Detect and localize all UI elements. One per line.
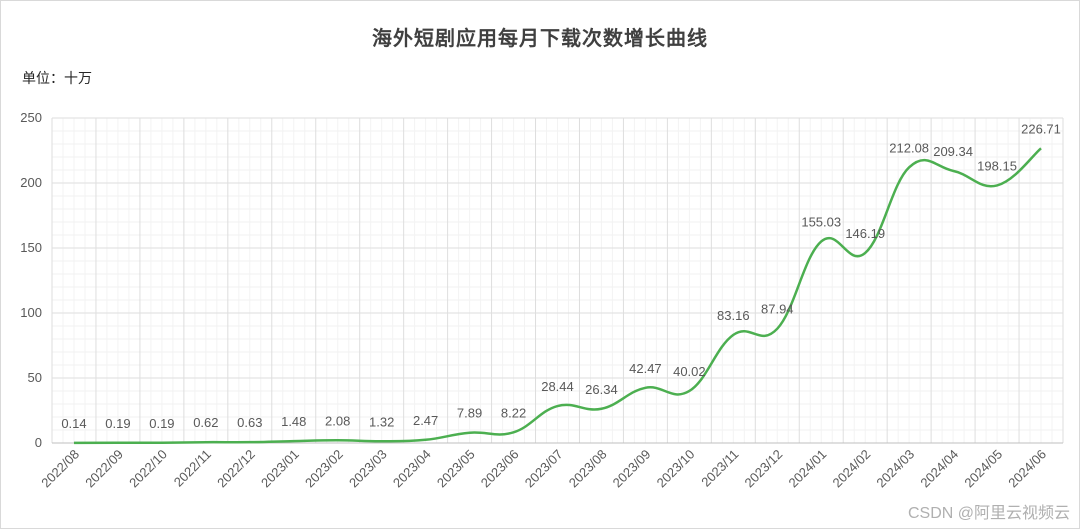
x-tick-label: 2023/09 (610, 447, 654, 491)
x-tick-label: 2024/02 (829, 447, 873, 491)
x-tick-label: 2023/12 (742, 447, 786, 491)
x-tick-label: 2023/11 (698, 447, 741, 490)
x-tick-label: 2024/03 (873, 447, 917, 491)
data-label: 8.22 (501, 405, 526, 420)
y-tick-label: 50 (28, 370, 42, 385)
x-tick-label: 2023/07 (522, 447, 566, 491)
data-label: 0.63 (237, 415, 262, 430)
data-label: 212.08 (889, 140, 929, 155)
y-tick-label: 100 (20, 305, 42, 320)
x-tick-label: 2022/11 (171, 447, 214, 490)
watermark: CSDN @阿里云视频云 (907, 505, 1070, 522)
x-tick-label: 2022/08 (38, 447, 82, 491)
data-label: 0.19 (149, 416, 174, 431)
x-tick-label: 2023/06 (478, 447, 522, 491)
x-tick-label: 2023/01 (258, 447, 302, 491)
data-label: 0.14 (61, 416, 86, 431)
x-tick-label: 2023/05 (434, 447, 478, 491)
data-label: 155.03 (801, 214, 841, 229)
data-label: 198.15 (977, 158, 1017, 173)
data-label: 83.16 (717, 308, 750, 323)
x-tick-label: 2024/06 (1005, 447, 1049, 491)
x-tick-label: 2023/02 (302, 447, 346, 491)
x-tick-label: 2022/12 (214, 447, 258, 491)
data-label: 26.34 (585, 382, 618, 397)
data-label: 1.48 (281, 414, 306, 429)
x-tick-label: 2022/09 (82, 447, 126, 491)
data-label: 40.02 (673, 364, 706, 379)
unit-label: 单位：十万 (22, 70, 92, 86)
x-tick-label: 2023/10 (654, 447, 698, 491)
x-tick-label: 2022/10 (126, 447, 170, 491)
x-tick-label: 2024/05 (961, 447, 1005, 491)
data-label: 28.44 (541, 379, 574, 394)
chart-title: 海外短剧应用每月下载次数增长曲线 (372, 28, 708, 50)
data-label: 0.19 (105, 416, 130, 431)
data-label: 209.34 (933, 144, 973, 159)
y-tick-label: 250 (20, 110, 42, 125)
y-tick-label: 200 (20, 175, 42, 190)
x-tick-label: 2023/08 (566, 447, 610, 491)
y-tick-label: 150 (20, 240, 42, 255)
series-line (73, 147, 1042, 445)
data-label: 7.89 (457, 406, 482, 421)
data-label: 226.71 (1021, 121, 1061, 136)
x-tick-label: 2023/04 (390, 447, 434, 491)
x-tick-label: 2024/04 (917, 447, 961, 491)
data-label: 1.32 (369, 414, 394, 429)
data-label: 0.62 (193, 415, 218, 430)
data-label: 42.47 (629, 361, 662, 376)
x-tick-label: 2024/01 (786, 447, 830, 491)
data-label: 2.47 (413, 413, 438, 428)
y-tick-label: 0 (35, 435, 42, 450)
data-label: 2.08 (325, 413, 350, 428)
data-label: 146.19 (845, 226, 885, 241)
data-label: 87.94 (761, 302, 794, 317)
x-tick-label: 2023/03 (346, 447, 390, 491)
